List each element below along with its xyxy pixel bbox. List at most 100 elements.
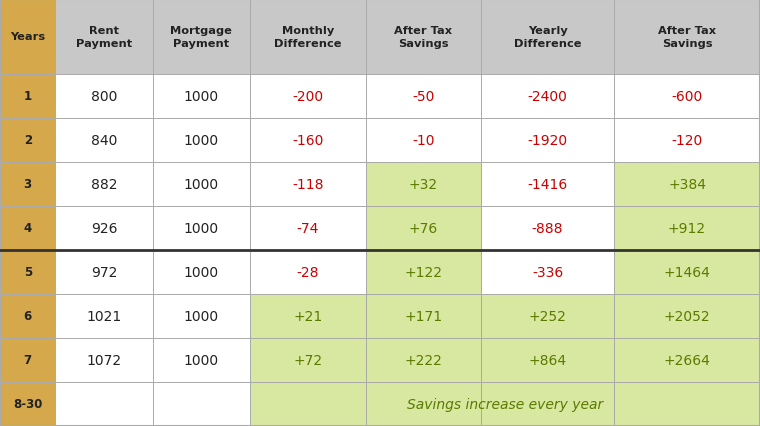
Bar — [0, 338, 55, 382]
Bar — [250, 382, 760, 426]
Text: 840: 840 — [91, 133, 117, 147]
Bar — [366, 294, 481, 338]
Text: +912: +912 — [668, 222, 706, 235]
Text: +171: +171 — [404, 309, 442, 323]
Text: Rent
Payment: Rent Payment — [76, 26, 132, 49]
Bar — [153, 294, 250, 338]
Bar — [250, 162, 366, 206]
Text: Yearly
Difference: Yearly Difference — [514, 26, 581, 49]
Bar — [55, 382, 153, 426]
Bar — [0, 0, 55, 75]
Text: +252: +252 — [529, 309, 566, 323]
Bar — [0, 75, 55, 118]
Text: 1000: 1000 — [184, 177, 219, 191]
Text: 6: 6 — [24, 310, 32, 322]
Text: -1416: -1416 — [527, 177, 568, 191]
Bar — [153, 250, 250, 294]
Text: 5: 5 — [24, 266, 32, 279]
Bar — [250, 338, 366, 382]
Bar — [614, 162, 760, 206]
Bar — [481, 250, 614, 294]
Bar — [250, 206, 366, 250]
Bar — [0, 250, 55, 294]
Text: -10: -10 — [412, 133, 435, 147]
Bar — [55, 0, 153, 75]
Text: -74: -74 — [296, 222, 319, 235]
Bar — [481, 0, 614, 75]
Text: 2: 2 — [24, 134, 32, 147]
Bar — [366, 162, 481, 206]
Text: -200: -200 — [293, 89, 323, 104]
Bar — [0, 382, 55, 426]
Bar — [55, 206, 153, 250]
Text: +72: +72 — [293, 353, 322, 367]
Bar — [614, 250, 760, 294]
Text: 7: 7 — [24, 354, 32, 367]
Bar — [614, 0, 760, 75]
Text: +1464: +1464 — [663, 265, 711, 279]
Bar — [55, 162, 153, 206]
Bar — [366, 338, 481, 382]
Bar — [250, 250, 366, 294]
Text: -2400: -2400 — [527, 89, 568, 104]
Bar — [366, 206, 481, 250]
Text: After Tax
Savings: After Tax Savings — [394, 26, 452, 49]
Bar — [250, 75, 366, 118]
Text: +32: +32 — [409, 177, 438, 191]
Bar — [55, 250, 153, 294]
Text: -336: -336 — [532, 265, 563, 279]
Text: 926: 926 — [91, 222, 117, 235]
Bar — [481, 75, 614, 118]
Bar — [614, 382, 760, 426]
Text: -600: -600 — [671, 89, 703, 104]
Text: 4: 4 — [24, 222, 32, 235]
Text: +864: +864 — [528, 353, 567, 367]
Text: 1000: 1000 — [184, 353, 219, 367]
Text: Years: Years — [10, 32, 46, 42]
Bar — [614, 118, 760, 162]
Text: +76: +76 — [409, 222, 438, 235]
Text: 882: 882 — [91, 177, 117, 191]
Text: 1000: 1000 — [184, 265, 219, 279]
Text: 1000: 1000 — [184, 222, 219, 235]
Text: After Tax
Savings: After Tax Savings — [658, 26, 716, 49]
Bar — [366, 382, 481, 426]
Bar — [0, 206, 55, 250]
Bar — [366, 0, 481, 75]
Bar — [481, 338, 614, 382]
Text: -888: -888 — [532, 222, 563, 235]
Bar — [153, 382, 250, 426]
Bar — [55, 75, 153, 118]
Bar — [250, 294, 366, 338]
Text: 972: 972 — [91, 265, 117, 279]
Text: 800: 800 — [91, 89, 117, 104]
Bar — [55, 338, 153, 382]
Text: +21: +21 — [293, 309, 322, 323]
Bar — [55, 294, 153, 338]
Bar — [366, 75, 481, 118]
Bar — [0, 294, 55, 338]
Bar — [55, 118, 153, 162]
Bar — [366, 118, 481, 162]
Bar — [481, 382, 614, 426]
Bar — [614, 206, 760, 250]
Text: +2052: +2052 — [663, 309, 711, 323]
Text: 1000: 1000 — [184, 89, 219, 104]
Text: Mortgage
Payment: Mortgage Payment — [170, 26, 233, 49]
Text: +384: +384 — [668, 177, 706, 191]
Bar — [481, 118, 614, 162]
Text: +2664: +2664 — [663, 353, 711, 367]
Text: +222: +222 — [404, 353, 442, 367]
Bar — [153, 75, 250, 118]
Text: 8-30: 8-30 — [13, 397, 43, 411]
Bar — [481, 294, 614, 338]
Text: Monthly
Difference: Monthly Difference — [274, 26, 341, 49]
Bar — [366, 250, 481, 294]
Text: 3: 3 — [24, 178, 32, 191]
Bar — [614, 294, 760, 338]
Text: 1021: 1021 — [87, 309, 122, 323]
Text: -1920: -1920 — [527, 133, 568, 147]
Bar — [250, 118, 366, 162]
Bar — [250, 0, 366, 75]
Text: -120: -120 — [671, 133, 703, 147]
